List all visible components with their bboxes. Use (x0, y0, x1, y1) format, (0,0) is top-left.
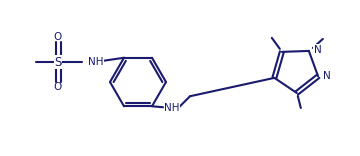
Text: NH: NH (164, 103, 180, 113)
Text: N: N (314, 45, 321, 55)
Text: O: O (54, 82, 62, 92)
Text: N: N (323, 71, 331, 81)
Text: NH: NH (88, 57, 104, 67)
Text: S: S (54, 56, 62, 68)
Text: O: O (54, 32, 62, 42)
